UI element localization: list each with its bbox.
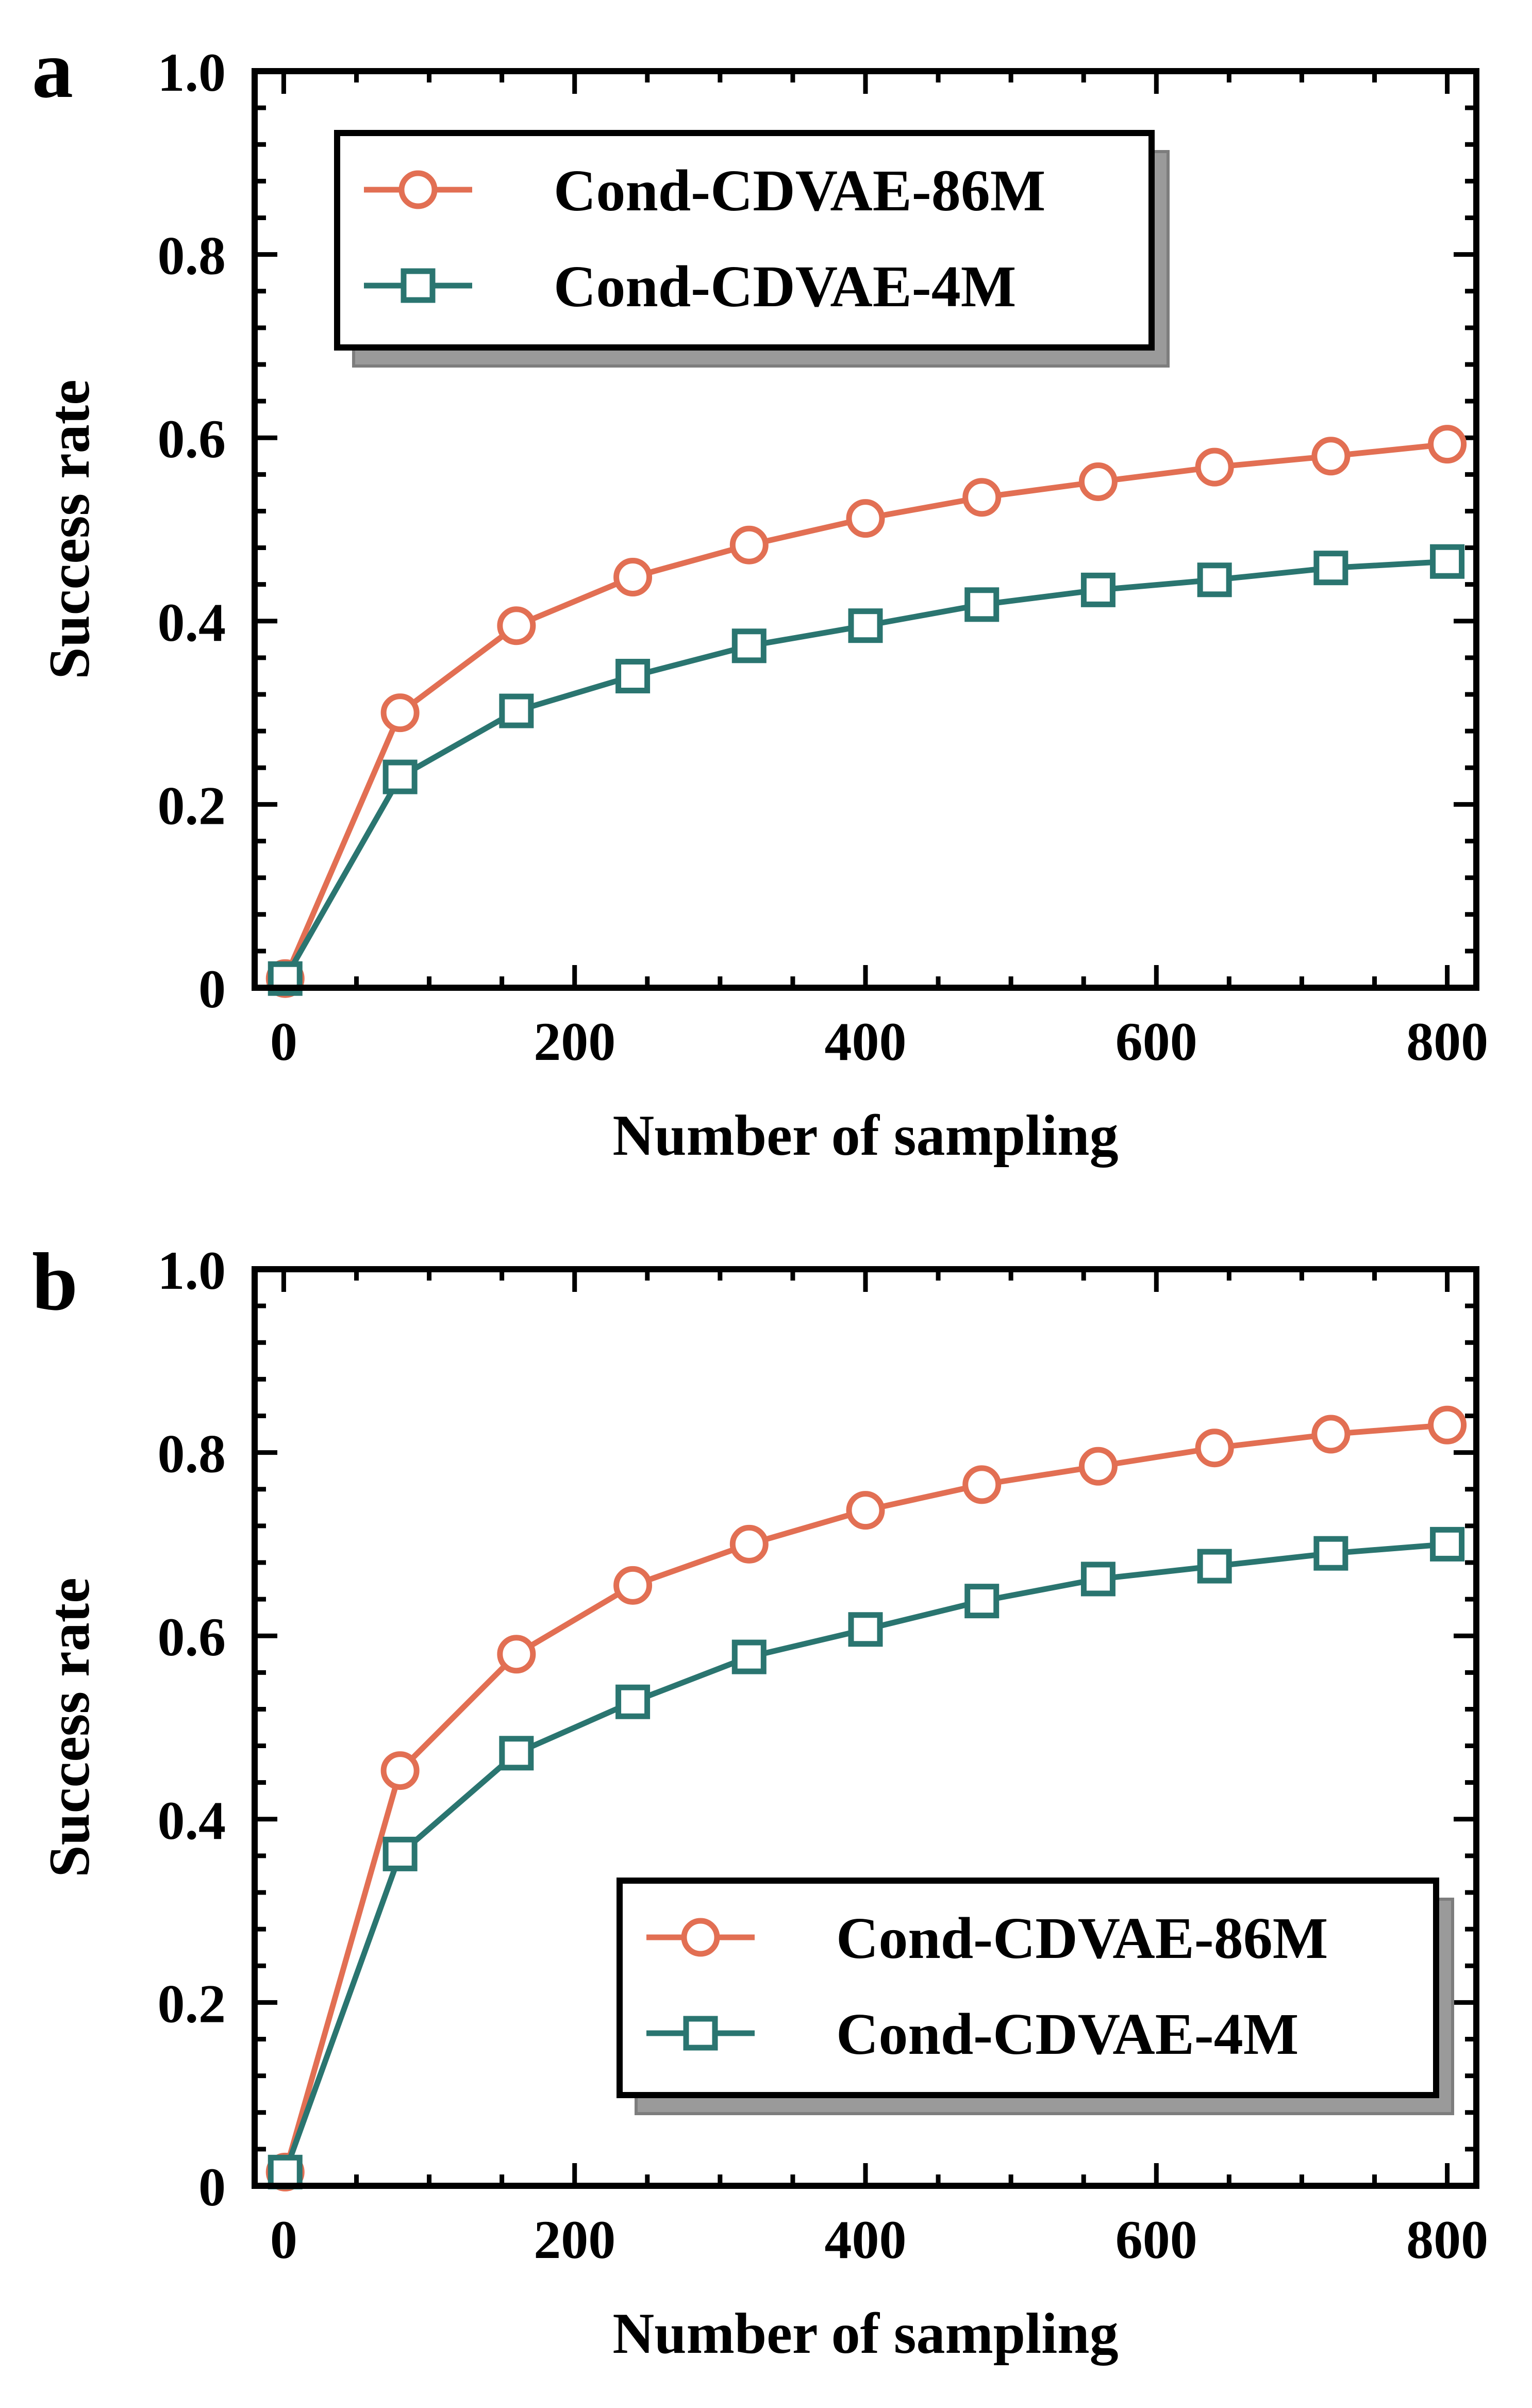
plot-frame xyxy=(252,68,1479,991)
data-point-86m xyxy=(1311,437,1351,476)
data-point-86m xyxy=(729,1524,769,1564)
chart-panel-b: b 0 200 400 600 800 0 0.2 0.4 0.6 0.8 1.0 Number of … xyxy=(32,1236,1488,2366)
data-point-4m xyxy=(1430,1526,1465,1562)
data-point-4m xyxy=(964,1584,1000,1619)
data-point-4m xyxy=(1313,1536,1348,1571)
data-point-86m xyxy=(1195,447,1234,487)
legend: Cond-CDVAE-86M Cond-CDVAE-4M xyxy=(334,130,1170,368)
y-tick-label: 1.0 xyxy=(158,42,226,103)
legend-label: Cond-CDVAE-86M xyxy=(554,158,1045,223)
x-axis-title: Number of sampling xyxy=(612,2302,1118,2366)
panel-label: b xyxy=(32,1236,78,1327)
data-point-4m xyxy=(615,1684,651,1719)
x-tick-label: 400 xyxy=(825,2210,907,2270)
data-point-86m xyxy=(962,478,1002,517)
panel-label: a xyxy=(32,23,73,115)
x-tick-label: 0 xyxy=(270,1011,297,1072)
data-point-4m xyxy=(731,1639,767,1674)
data-point-4m xyxy=(499,693,534,728)
data-point-4m xyxy=(382,759,418,794)
legend: Cond-CDVAE-86M Cond-CDVAE-4M xyxy=(617,1878,1454,2115)
y-tick-label: 0 xyxy=(198,2157,226,2217)
y-tick-label: 0.8 xyxy=(158,1424,226,1484)
data-point-86m xyxy=(1078,462,1118,502)
x-tick-label: 600 xyxy=(1115,1011,1197,1072)
data-point-4m xyxy=(1080,572,1115,607)
y-tick-label: 0.8 xyxy=(158,226,226,286)
data-point-4m xyxy=(964,587,1000,622)
legend-marker-square xyxy=(401,268,436,303)
data-point-86m xyxy=(962,1465,1002,1504)
legend-label: Cond-CDVAE-86M xyxy=(836,1905,1328,1971)
data-point-86m xyxy=(846,499,885,538)
y-tick-label: 0.4 xyxy=(158,592,226,653)
y-axis-title: Success rate xyxy=(38,379,102,679)
y-tick-label: 0.2 xyxy=(158,775,226,836)
data-point-86m xyxy=(729,525,769,564)
legend-box xyxy=(334,130,1155,351)
data-point-4m xyxy=(848,608,883,643)
x-tick-label: 800 xyxy=(1406,1011,1488,1072)
data-point-4m xyxy=(1080,1562,1115,1597)
data-point-86m xyxy=(1195,1429,1234,1468)
data-point-4m xyxy=(268,2154,303,2189)
x-axis-title: Number of sampling xyxy=(612,1104,1118,1168)
x-tick-label: 800 xyxy=(1406,2210,1488,2270)
data-point-86m xyxy=(1078,1447,1118,1486)
y-tick-label: 0.6 xyxy=(158,1607,226,1667)
y-tick-label: 0 xyxy=(198,959,226,1019)
data-point-4m xyxy=(848,1612,883,1647)
legend-marker-circle xyxy=(681,1918,720,1957)
plot-frame xyxy=(252,1266,1479,2189)
data-point-4m xyxy=(1197,562,1232,597)
data-point-86m xyxy=(846,1491,885,1530)
data-point-86m xyxy=(497,606,536,645)
x-tick-label: 200 xyxy=(534,2210,615,2270)
data-point-4m xyxy=(1430,544,1465,579)
y-tick-label: 0.2 xyxy=(158,1973,226,2034)
y-tick-label: 1.0 xyxy=(158,1240,226,1301)
data-point-86m xyxy=(1311,1415,1351,1454)
legend-marker-circle xyxy=(398,170,438,209)
x-tick-label: 0 xyxy=(270,2210,297,2270)
legend-label: Cond-CDVAE-4M xyxy=(836,2001,1298,2067)
data-point-4m xyxy=(499,1736,534,1771)
x-tick-label: 200 xyxy=(534,1011,615,1072)
data-point-4m xyxy=(1313,551,1348,586)
legend-marker-square xyxy=(683,2016,718,2051)
data-point-86m xyxy=(613,557,653,596)
legend-box xyxy=(617,1878,1439,2098)
data-point-86m xyxy=(380,1751,420,1790)
data-point-4m xyxy=(731,628,767,663)
y-axis-title: Success rate xyxy=(38,1577,102,1878)
data-point-4m xyxy=(615,658,651,693)
data-point-86m xyxy=(380,693,420,733)
y-tick-label: 0.6 xyxy=(158,409,226,469)
legend-label: Cond-CDVAE-4M xyxy=(554,254,1016,319)
chart-panel-a: a 0 200 400 600 800 0 0.2 0.4 0.6 0.8 1.0 Number of … xyxy=(32,23,1488,1168)
data-point-86m xyxy=(613,1566,653,1605)
y-tick-label: 0.4 xyxy=(158,1790,226,1851)
data-point-86m xyxy=(497,1635,536,1674)
data-point-86m xyxy=(1428,425,1467,464)
data-point-86m xyxy=(1428,1405,1467,1444)
x-tick-label: 600 xyxy=(1115,2210,1197,2270)
data-point-4m xyxy=(1197,1549,1232,1584)
x-tick-label: 400 xyxy=(825,1011,907,1072)
data-point-4m xyxy=(382,1836,418,1871)
